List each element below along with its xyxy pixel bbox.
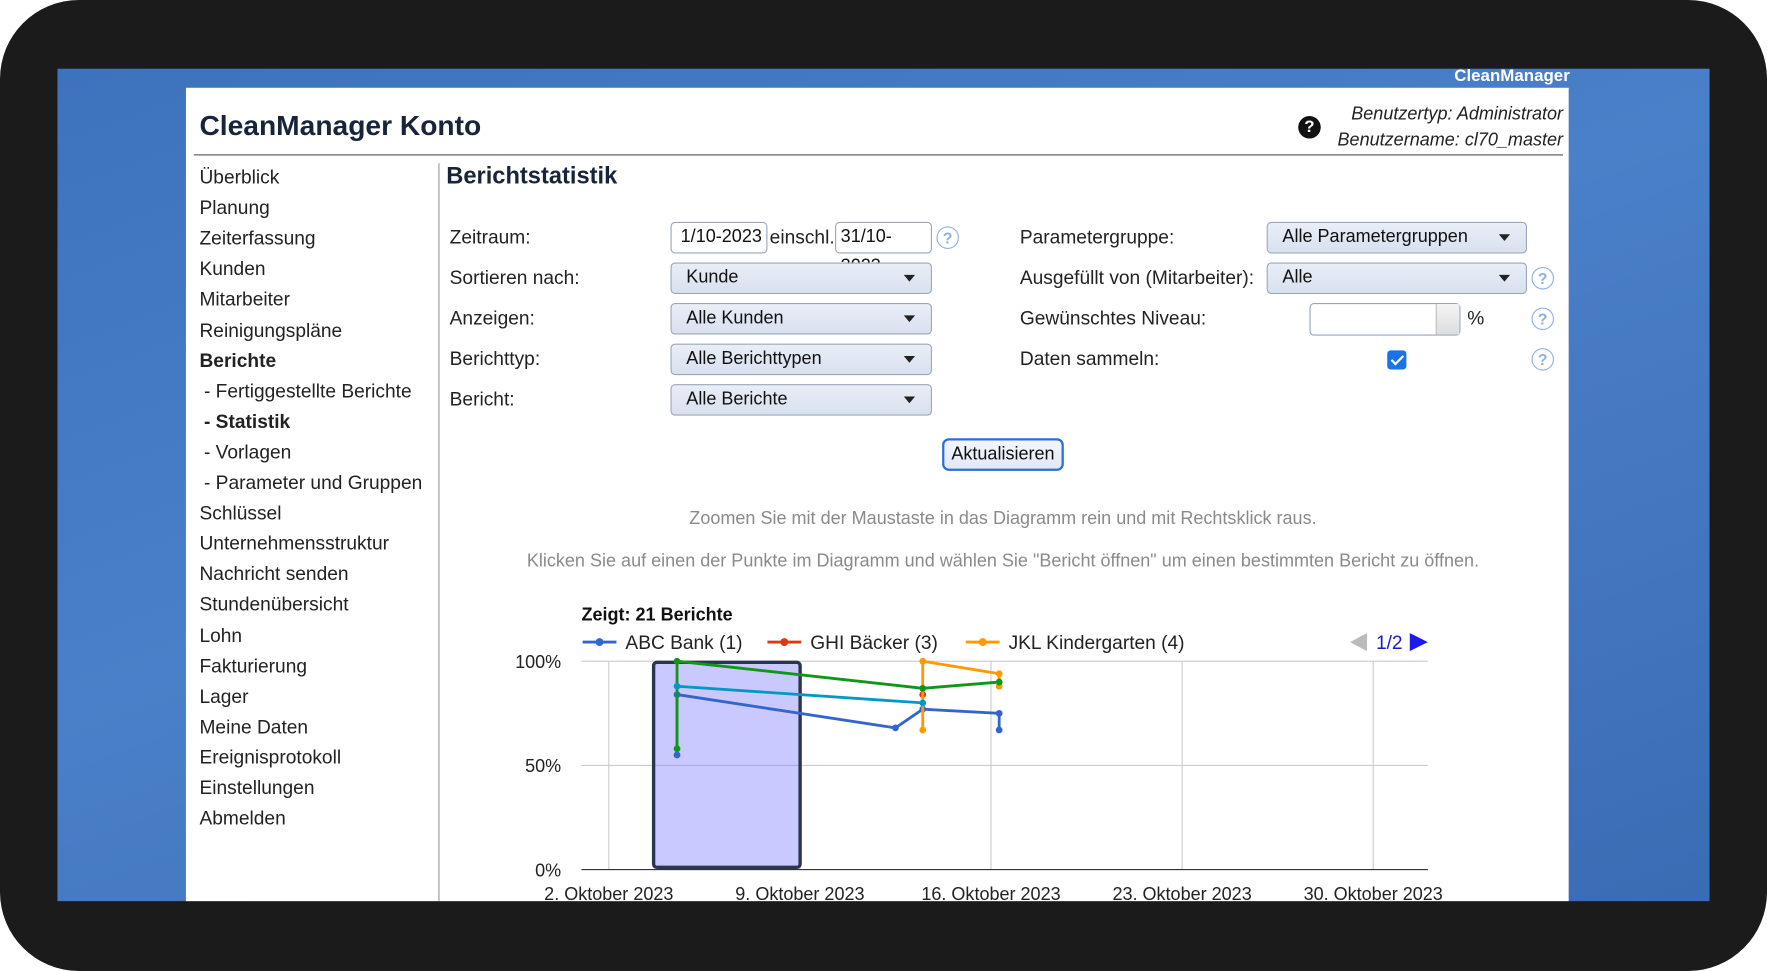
data-point[interactable] — [919, 657, 927, 665]
select[interactable]: Alle Parametergruppen — [1266, 221, 1527, 254]
legend-next[interactable] — [1409, 633, 1428, 652]
field-label: Berichttyp: — [449, 348, 541, 370]
nav-item[interactable]: Berichte — [199, 349, 277, 372]
date-from[interactable]: 1/10-2023 — [670, 221, 768, 254]
field-label: Daten sammeln: — [1019, 348, 1160, 370]
nav-item[interactable]: - Parameter und Gruppen — [203, 471, 423, 494]
legend-label: GHI Bäcker (3) — [810, 633, 938, 654]
data-point[interactable] — [673, 682, 681, 690]
select[interactable]: Alle — [1266, 262, 1527, 295]
chart-title: Zeigt: 21 Berichte — [581, 605, 732, 625]
nav-item[interactable]: - Fertiggestellte Berichte — [203, 380, 412, 402]
help-button[interactable]: ? — [1298, 116, 1321, 139]
select[interactable]: Kunde — [670, 262, 932, 295]
x-tick-label: 2. Oktober 2023 — [544, 884, 673, 901]
spinner[interactable] — [1435, 304, 1460, 335]
nav-item[interactable]: - Statistik — [203, 410, 291, 433]
field-label: Bericht: — [449, 388, 515, 411]
legend-prev[interactable] — [1350, 633, 1367, 652]
screen-content: CleanManager CleanManager Konto ? Benutz… — [57, 68, 1709, 902]
y-tick-label: 0% — [535, 860, 561, 880]
data-point[interactable] — [919, 699, 927, 707]
nav-item[interactable]: Unternehmensstruktur — [199, 533, 389, 555]
field-label: Zeitraum: — [449, 226, 531, 248]
page-title: CleanManager Konto — [199, 110, 482, 142]
data-point[interactable] — [995, 709, 1003, 717]
data-point[interactable] — [892, 724, 899, 732]
data-point[interactable] — [995, 678, 1003, 686]
legend-swatch-dot — [595, 638, 604, 647]
nav-item[interactable]: Einstellungen — [199, 777, 315, 799]
nav-item[interactable]: Kunden — [199, 258, 266, 280]
help-icon[interactable]: ? — [1531, 348, 1555, 371]
data-point[interactable] — [995, 670, 1003, 678]
nav-item[interactable]: Mitarbeiter — [199, 288, 290, 311]
nav-item[interactable]: Abmelden — [199, 807, 286, 830]
nav-item[interactable]: Stundenübersicht — [199, 594, 349, 616]
help-icon[interactable]: ? — [1531, 307, 1555, 331]
field-label: Sortieren nach: — [449, 266, 580, 289]
nav-item[interactable]: Fakturierung — [199, 655, 308, 677]
hint: Zoomen Sie mit der Maustaste in das Diag… — [689, 509, 1317, 529]
series-line — [676, 684, 923, 705]
legend-swatch-dot — [780, 638, 789, 647]
x-tick-label: 30. Oktober 2023 — [1304, 884, 1443, 901]
nav-item[interactable]: - Vorlagen — [203, 441, 292, 463]
data-point[interactable] — [673, 751, 681, 759]
series-line — [921, 659, 1001, 730]
nav-item[interactable]: Nachricht senden — [199, 563, 349, 585]
field-label: Gewünschtes Niveau: — [1019, 307, 1207, 329]
chart: Zeigt: 21 Berichte 0% 50% 100% 2. Oktober 2… — [515, 605, 1443, 901]
nav-item[interactable]: Zeiterfassung — [199, 227, 316, 250]
checkbox[interactable] — [1387, 350, 1407, 370]
select[interactable]: Alle Kunden — [670, 303, 932, 335]
legend-label: JKL Kindergarten (4) — [1009, 633, 1185, 654]
header-rule — [193, 154, 1564, 156]
zoom-selection — [651, 660, 802, 870]
app-label: CleanManager — [1454, 68, 1570, 86]
section-title: Berichtstatistik — [446, 163, 618, 190]
nav-item[interactable]: Reinigungspläne — [199, 319, 343, 341]
data-point[interactable] — [919, 684, 927, 692]
date-separator: einschl. — [769, 226, 835, 248]
x-tick-label: 23. Oktober 2023 — [1112, 884, 1251, 901]
legend-swatch-dot — [978, 638, 987, 647]
select[interactable]: Alle Berichttypen — [670, 343, 932, 376]
nav-item[interactable]: Überblick — [199, 166, 280, 189]
data-point[interactable] — [673, 657, 681, 665]
unit-label: % — [1467, 307, 1485, 329]
field-label: Ausgefüllt von (Mitarbeiter): — [1019, 266, 1255, 289]
y-tick-label: 50% — [525, 756, 561, 776]
x-tick-label: 16. Oktober 2023 — [921, 884, 1060, 901]
nav-item[interactable]: Meine Daten — [199, 716, 309, 738]
field-label: Parametergruppe: — [1019, 226, 1175, 248]
update-button[interactable]: Aktualisieren — [942, 438, 1064, 471]
help-icon[interactable]: ? — [1531, 266, 1555, 290]
user-name: Benutzername: cl70_master — [1337, 130, 1564, 150]
sidebar-divider — [438, 163, 440, 902]
hint: Klicken Sie auf einen der Punkte im Diag… — [526, 551, 1480, 572]
field-label: Anzeigen: — [449, 307, 535, 329]
data-point[interactable] — [995, 726, 1003, 734]
data-point[interactable] — [919, 726, 927, 734]
data-point[interactable] — [673, 745, 681, 753]
user-type: Benutzertyp: Administrator — [1351, 104, 1564, 124]
nav-item[interactable]: Lohn — [199, 624, 243, 647]
number-input[interactable] — [1309, 303, 1461, 336]
nav-item[interactable]: Lager — [199, 685, 249, 708]
y-tick-label: 100% — [515, 652, 561, 672]
help-icon[interactable]: ? — [936, 226, 960, 249]
legend-label: ABC Bank (1) — [625, 633, 742, 654]
nav-item[interactable]: Planung — [199, 197, 270, 219]
x-tick-label: 9. Oktober 2023 — [735, 884, 864, 901]
legend-page: 1/2 — [1376, 633, 1403, 654]
select[interactable]: Alle Berichte — [670, 384, 932, 416]
nav-item[interactable]: Ereignisprotokoll — [199, 746, 342, 769]
nav-item[interactable]: Schlüssel — [199, 502, 282, 524]
screen: CleanManager CleanManager Konto ? Benutz… — [57, 68, 1710, 902]
series-line — [675, 659, 1000, 749]
